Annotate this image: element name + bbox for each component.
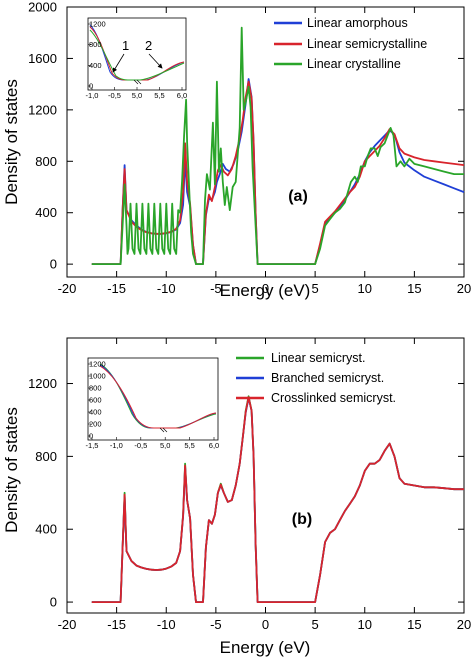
y-tick-label: 1200 <box>28 376 57 391</box>
x-tick-label: -20 <box>58 617 77 632</box>
inset-x-tick-label: -1,5 <box>86 441 99 450</box>
y-tick-label: 0 <box>50 257 57 272</box>
panel-b-ticks <box>66 338 465 613</box>
x-tick-label: -10 <box>157 281 176 296</box>
x-tick-label: 20 <box>457 281 471 296</box>
panel-a-series <box>91 26 465 265</box>
inset-a-annotation-2: 2 <box>145 38 152 53</box>
series-line-crosslinked-semicryst <box>91 396 464 603</box>
y-tick-label: 1200 <box>28 102 57 117</box>
x-tick-label: 15 <box>407 281 421 296</box>
panel-b-series <box>91 395 464 603</box>
x-tick-label: -5 <box>210 281 222 296</box>
x-tick-label: 0 <box>262 617 269 632</box>
inset-x-tick-label: 5,5 <box>184 441 194 450</box>
inset-x-tick-label: 6,0 <box>177 91 187 100</box>
inset-x-tick-label: -1,0 <box>110 441 123 450</box>
x-tick-label: -10 <box>157 617 176 632</box>
inset-a-arrow-2 <box>148 53 163 69</box>
panel-b-xlabel: Energy (eV) <box>220 638 311 657</box>
y-tick-label: 0 <box>50 595 57 610</box>
x-tick-label: 0 <box>262 281 269 296</box>
legend-label-linear-semicryst: Linear semicryst. <box>271 351 365 365</box>
inset-y-tick-label: 600 <box>89 396 102 405</box>
panel-a-label: (a) <box>288 188 308 205</box>
inset-b-ticks: -1,5 -1,0 -0,5 5,0 5,5 6,0 0 200 400 600 800 1000 12… <box>86 360 220 451</box>
legend-label-crosslinked-semicryst: Crosslinked semicryst. <box>271 391 396 405</box>
x-tick-label: -5 <box>210 617 222 632</box>
series-line-linear-crystalline <box>91 26 464 265</box>
inset-x-tick-label: -0,5 <box>108 91 121 100</box>
x-tick-label: 15 <box>407 617 421 632</box>
panel-b-ylabel: Density of states <box>2 407 21 533</box>
inset-a-frame <box>87 17 187 91</box>
x-tick-label: -15 <box>107 281 126 296</box>
y-tick-label: 800 <box>35 154 57 169</box>
panel-b-label: (b) <box>292 511 312 528</box>
panel-a-legend: Linear amorphous Linear semicrystalline … <box>274 16 427 71</box>
inset-b-frame <box>87 357 219 441</box>
inset-a-curve-green <box>89 29 185 81</box>
inset-x-tick-label: 5,5 <box>154 91 164 100</box>
panel-a-inset: -1,0 -0,5 5,0 5,5 6,0 0 400 800 1200 1 2 <box>86 17 188 101</box>
legend-label-linear-crystalline: Linear crystalline <box>307 57 401 71</box>
inset-y-tick-label: 0 <box>89 82 93 91</box>
panel-a-ylabel: Density of states <box>2 79 21 205</box>
inset-x-tick-label: 5,0 <box>132 91 142 100</box>
x-tick-label: 10 <box>358 617 372 632</box>
inset-x-tick-label: -0,5 <box>134 441 147 450</box>
x-tick-label: 10 <box>358 281 372 296</box>
panel-b-inset: -1,5 -1,0 -0,5 5,0 5,5 6,0 0 200 400 600 800 1000 12… <box>86 357 220 451</box>
y-tick-label: 400 <box>35 205 57 220</box>
inset-x-tick-label: -1,0 <box>86 91 99 100</box>
inset-y-tick-label: 400 <box>89 408 102 417</box>
x-tick-label: 5 <box>312 281 319 296</box>
y-tick-label: 400 <box>35 522 57 537</box>
inset-y-tick-label: 200 <box>89 420 102 429</box>
x-tick-label: -20 <box>58 281 77 296</box>
y-tick-label: 1600 <box>28 51 57 66</box>
inset-y-tick-label: 800 <box>89 384 102 393</box>
legend-label-linear-amorphous: Linear amorphous <box>307 16 408 30</box>
panel-a-ticks <box>66 6 465 277</box>
inset-y-tick-label: 1200 <box>89 360 106 369</box>
x-tick-label: 5 <box>312 617 319 632</box>
panel-b-legend: Linear semicryst. Branched semicryst. Cr… <box>236 351 396 405</box>
inset-b-curve-red <box>99 365 217 429</box>
inset-y-tick-label: 1200 <box>89 20 106 29</box>
inset-a-break-mark <box>133 79 142 85</box>
inset-a-ticks: -1,0 -0,5 5,0 5,5 6,0 0 400 800 1200 <box>86 20 188 101</box>
panel-a-xlabel: Energy (eV) <box>220 281 311 300</box>
inset-y-tick-label: 0 <box>89 432 93 441</box>
inset-x-tick-label: 5,0 <box>160 441 170 450</box>
inset-a-annotation-1: 1 <box>122 38 129 53</box>
inset-b-break-mark <box>159 427 168 433</box>
inset-y-tick-label: 1000 <box>89 372 106 381</box>
legend-label-linear-semicrystalline: Linear semicrystalline <box>307 37 427 51</box>
inset-a-curve-red <box>89 26 185 81</box>
x-tick-label: 20 <box>457 617 471 632</box>
legend-label-branched-semicryst: Branched semicryst. <box>271 371 384 385</box>
inset-y-tick-label: 400 <box>89 61 102 70</box>
inset-y-tick-label: 800 <box>89 40 102 49</box>
y-tick-label: 800 <box>35 449 57 464</box>
x-tick-label: -15 <box>107 617 126 632</box>
y-tick-label: 2000 <box>28 0 57 15</box>
inset-x-tick-label: 6,0 <box>209 441 219 450</box>
inset-a-arrow-1 <box>112 53 125 73</box>
